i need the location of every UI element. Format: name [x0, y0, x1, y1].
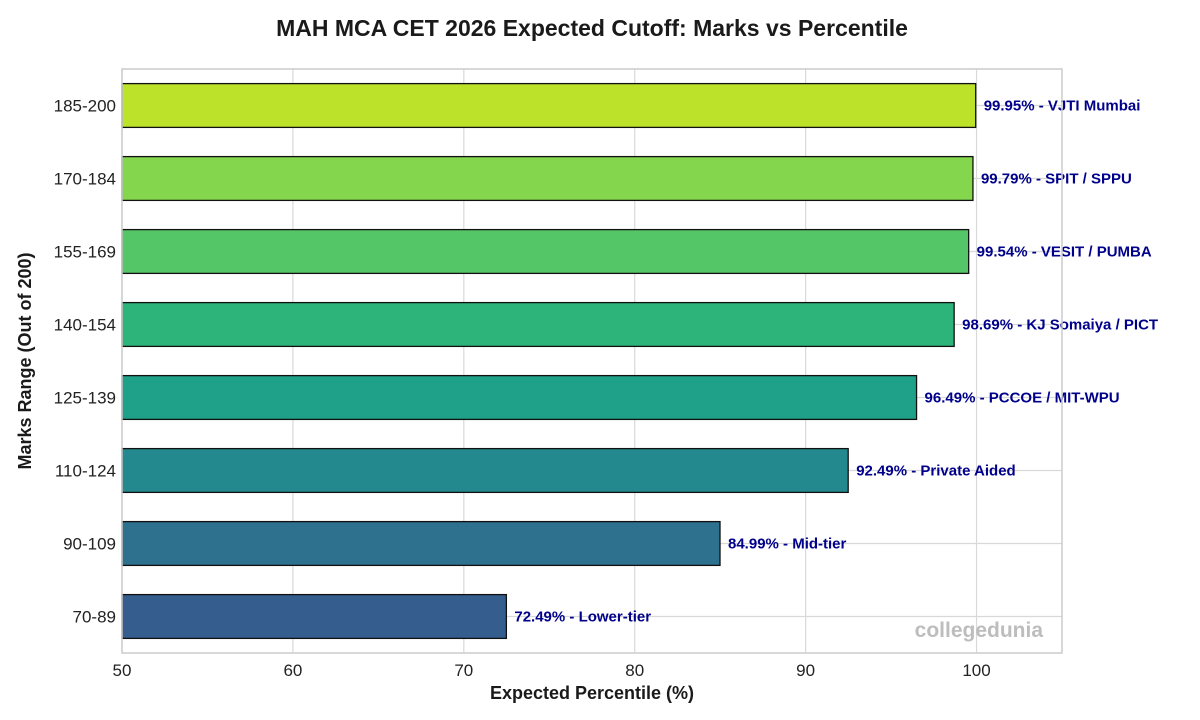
x-tick-label: 90 [796, 661, 815, 680]
bar-70-89 [121, 593, 508, 640]
bar-data-label: 96.49% - PCCOE / MIT-WPU [925, 390, 1120, 407]
bar-170-184 [121, 155, 974, 202]
y-axis-title: Marks Range (Out of 200) [15, 252, 35, 469]
x-axis-ticks: 50 60 70 80 90 100 [113, 661, 991, 680]
bar-185-200 [121, 82, 977, 129]
bars [121, 82, 977, 640]
x-tick-label: 70 [454, 661, 473, 680]
plot-frame [121, 68, 1063, 654]
x-tick-label: 50 [113, 661, 132, 680]
y-tick-label: 155-169 [54, 243, 116, 262]
watermark: collegedunia [915, 619, 1044, 642]
bar-110-124 [121, 447, 849, 494]
bar-data-label: 98.69% - KJ Somaiya / PICT [962, 317, 1158, 334]
bar-data-label: 72.49% - Lower-tier [514, 609, 651, 626]
x-tick-label: 60 [283, 661, 302, 680]
x-tick-label: 100 [962, 661, 990, 680]
bar-data-label: 99.54% - VESIT / PUMBA [977, 244, 1152, 261]
y-tick-label: 185-200 [54, 97, 116, 116]
bar-90-109 [121, 520, 721, 567]
bar-125-139 [121, 374, 918, 421]
y-tick-label: 170-184 [54, 170, 116, 189]
y-tick-label: 70-89 [73, 608, 116, 627]
y-tick-label: 125-139 [54, 389, 116, 408]
y-tick-label: 140-154 [54, 316, 116, 335]
y-tick-label: 90-109 [63, 535, 116, 554]
y-tick-label: 110-124 [55, 462, 116, 481]
bar-155-169 [121, 228, 970, 275]
x-tick-label: 80 [625, 661, 644, 680]
x-axis-title: Expected Percentile (%) [490, 683, 694, 703]
chart-title: MAH MCA CET 2026 Expected Cutoff: Marks … [276, 15, 908, 41]
bar-data-label: 92.49% - Private Aided [856, 463, 1016, 480]
bar-data-label: 99.79% - SPIT / SPPU [981, 171, 1132, 188]
bar-data-label: 84.99% - Mid-tier [728, 536, 847, 553]
y-axis-ticks: 185-200 170-184 155-169 140-154 125-139 110-1… [54, 97, 116, 627]
bar-140-154 [121, 301, 955, 348]
